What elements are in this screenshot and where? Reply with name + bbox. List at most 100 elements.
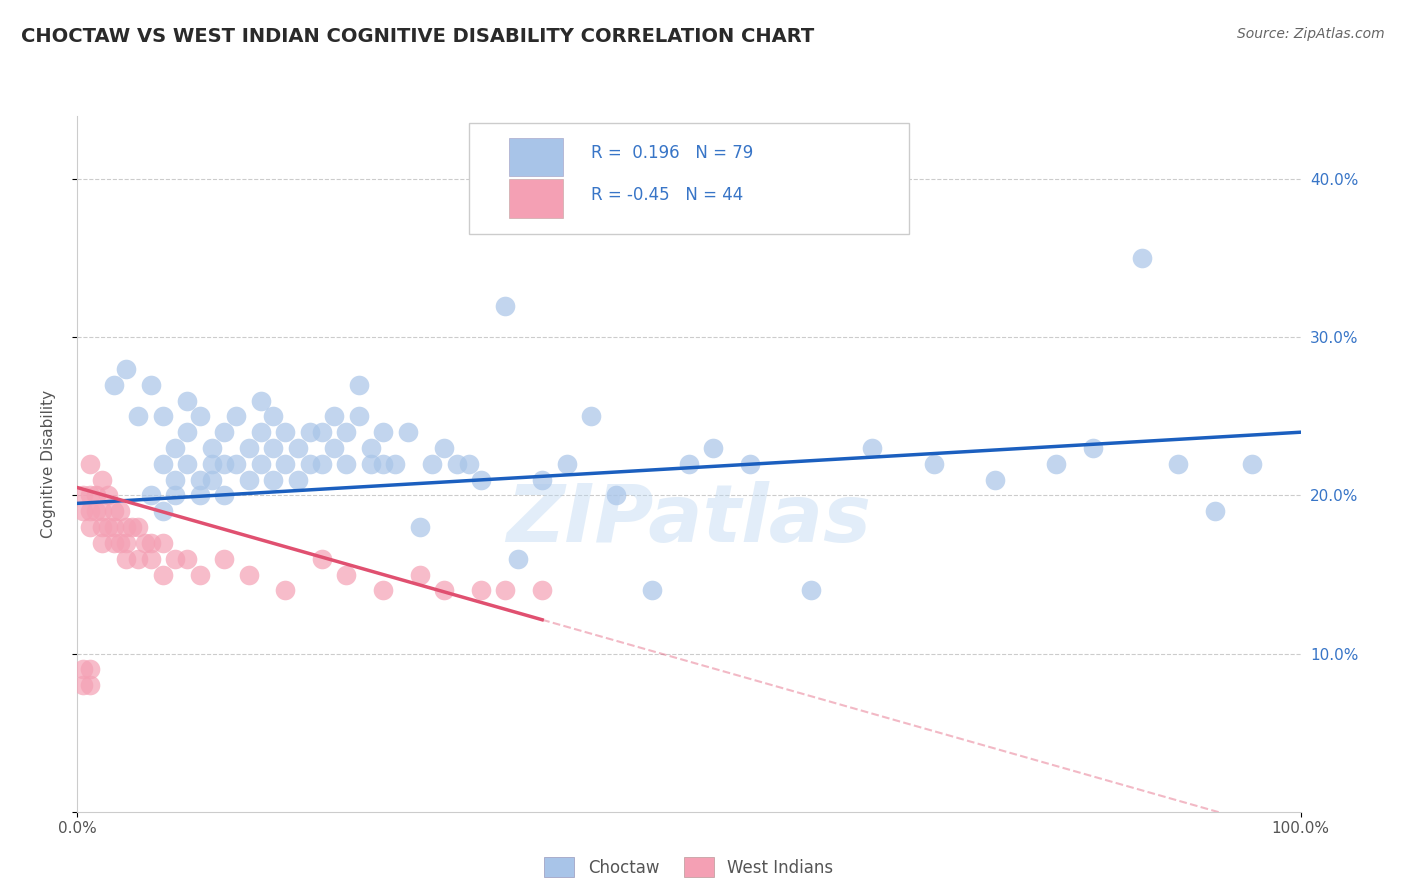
Point [262,473,284,487]
Point [984,473,1007,487]
Point [495,299,517,313]
Point [238,473,260,487]
Text: R = -0.45   N = 44: R = -0.45 N = 44 [591,186,744,203]
Point [409,520,432,534]
Point [323,441,346,455]
Point [641,583,664,598]
Point [555,457,578,471]
Point [90,520,112,534]
Point [139,551,162,566]
Point [108,536,131,550]
Point [360,441,382,455]
Point [139,377,162,392]
Point [862,441,884,455]
Point [347,409,370,424]
Point [396,425,419,440]
Point [250,425,273,440]
Point [152,504,174,518]
Point [470,583,492,598]
Point [134,536,156,550]
Point [274,457,297,471]
FancyBboxPatch shape [468,123,910,235]
Point [72,662,94,676]
Point [225,457,247,471]
Y-axis label: Cognitive Disability: Cognitive Disability [42,390,56,538]
Point [176,457,198,471]
Point [165,551,187,566]
Point [212,457,235,471]
Point [1081,441,1104,455]
Point [262,441,284,455]
Point [1130,252,1153,266]
Point [740,457,762,471]
Point [335,457,357,471]
Point [311,551,333,566]
Point [72,504,94,518]
Point [121,520,143,534]
Point [139,488,162,502]
Point [678,457,700,471]
Point [287,441,309,455]
Point [188,409,211,424]
Point [188,567,211,582]
Point [103,377,125,392]
Point [470,473,492,487]
Point [1167,457,1189,471]
Point [579,409,602,424]
Point [287,473,309,487]
Point [72,678,94,692]
Text: CHOCTAW VS WEST INDIAN COGNITIVE DISABILITY CORRELATION CHART: CHOCTAW VS WEST INDIAN COGNITIVE DISABIL… [21,27,814,45]
Point [347,377,370,392]
Point [79,662,101,676]
Point [188,488,211,502]
Point [420,457,443,471]
Point [128,551,150,566]
Point [108,504,131,518]
Point [250,457,273,471]
Point [165,473,187,487]
Point [605,488,627,502]
Point [115,536,138,550]
Point [97,488,120,502]
Point [103,520,125,534]
Point [79,488,101,502]
Point [72,488,94,502]
Point [371,425,394,440]
Point [115,551,138,566]
Point [335,567,357,582]
Point [201,473,224,487]
Point [274,583,297,598]
Point [79,678,101,692]
Point [188,473,211,487]
FancyBboxPatch shape [509,179,562,219]
Point [90,504,112,518]
Point [201,441,224,455]
Point [165,488,187,502]
Point [311,457,333,471]
Point [139,536,162,550]
Point [152,567,174,582]
Point [298,457,321,471]
Point [128,520,150,534]
Point [79,457,101,471]
Point [323,409,346,424]
Point [238,567,260,582]
Point [79,504,101,518]
Point [531,583,554,598]
Point [103,536,125,550]
Point [298,425,321,440]
Point [531,473,554,487]
Point [1045,457,1067,471]
Point [201,457,224,471]
Point [311,425,333,440]
Text: Source: ZipAtlas.com: Source: ZipAtlas.com [1237,27,1385,41]
Point [212,488,235,502]
Point [702,441,724,455]
Point [371,583,394,598]
Point [335,425,357,440]
Point [103,504,125,518]
Point [506,551,529,566]
Point [446,457,468,471]
Point [176,425,198,440]
Point [152,409,174,424]
